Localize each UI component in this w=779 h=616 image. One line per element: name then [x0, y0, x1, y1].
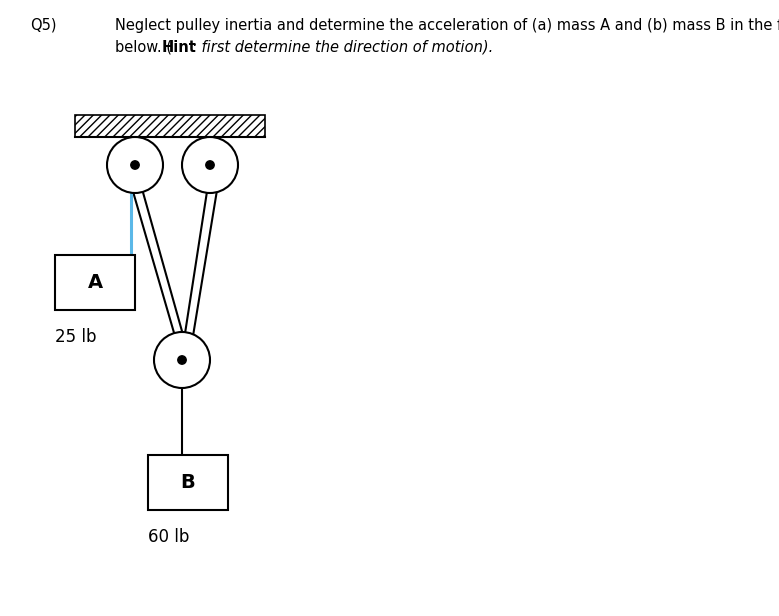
Bar: [148, 455, 228, 510]
Circle shape: [178, 356, 186, 364]
Circle shape: [154, 332, 210, 388]
Text: A: A: [87, 273, 103, 292]
Text: : first determine the direction of motion).: : first determine the direction of motio…: [192, 40, 493, 55]
Circle shape: [107, 137, 163, 193]
Text: B: B: [181, 473, 196, 492]
Text: Hint: Hint: [162, 40, 197, 55]
Text: below. (: below. (: [115, 40, 172, 55]
Text: 60 lb: 60 lb: [148, 528, 189, 546]
Bar: [75, 115, 265, 137]
Circle shape: [206, 161, 214, 169]
Text: 25 lb: 25 lb: [55, 328, 97, 346]
Circle shape: [182, 137, 238, 193]
Text: Neglect pulley inertia and determine the acceleration of (a) mass A and (b) mass: Neglect pulley inertia and determine the…: [115, 18, 779, 33]
Bar: [55, 255, 135, 310]
Text: Q5): Q5): [30, 18, 57, 33]
Circle shape: [131, 161, 139, 169]
